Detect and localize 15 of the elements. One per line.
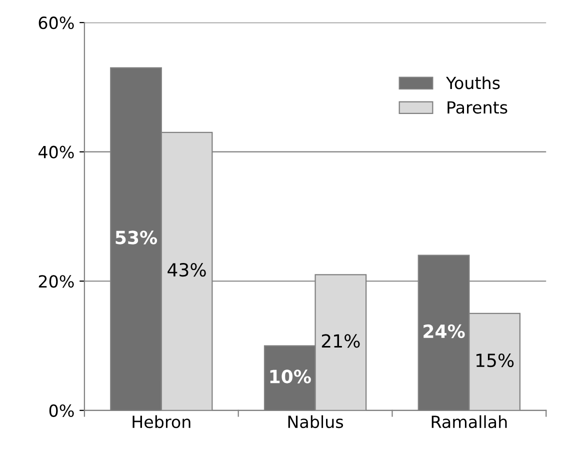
data-label: 10% xyxy=(270,370,311,384)
data-label: 53% xyxy=(116,230,158,244)
y-tick-label: 0% xyxy=(49,404,74,417)
data-label: 43% xyxy=(168,263,206,277)
y-tick-label: 40% xyxy=(38,146,74,158)
x-tick-label: Ramallah xyxy=(432,415,507,428)
data-label: 15% xyxy=(476,354,514,368)
legend-label: Youths xyxy=(446,76,500,90)
x-tick-label: Hebron xyxy=(132,415,190,428)
data-label: 24% xyxy=(424,324,465,338)
legend-label: Parents xyxy=(448,101,508,114)
data-label: 21% xyxy=(322,334,360,348)
x-tick-label: Nablus xyxy=(288,415,344,428)
y-tick-label: 20% xyxy=(38,275,74,288)
y-tick-label: 60% xyxy=(38,16,74,30)
